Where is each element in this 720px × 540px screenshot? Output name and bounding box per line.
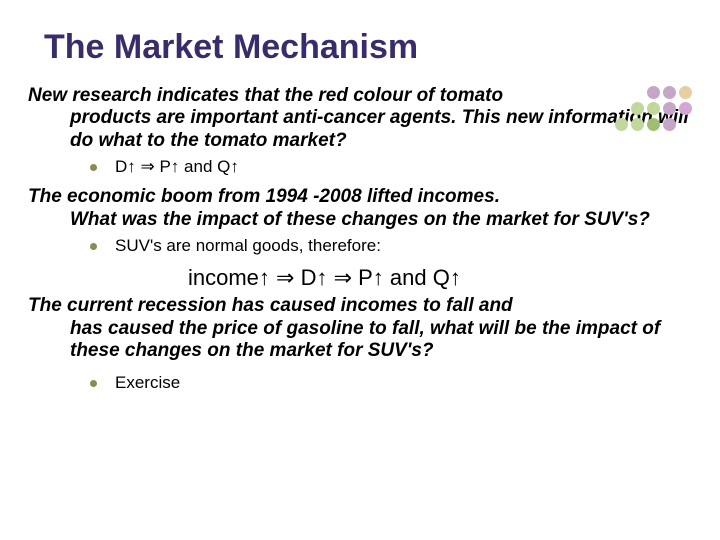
slide-title: The Market Mechanism [0,0,720,85]
q3-line1: The current recession has caused incomes… [28,295,513,316]
q2-answer: income↑ ⇒ D↑ ⇒ P↑ and Q↑ [28,265,692,291]
q3-rest: has caused the price of gasoline to fall… [28,318,692,363]
question-1: New research indicates that the red colo… [28,85,692,152]
q1-line1: New research indicates that the red colo… [28,85,503,106]
bullet-icon [90,243,97,250]
q2-rest: What was the impact of these changes on … [28,209,692,231]
decoration-dots [615,86,692,131]
bullet-icon [90,380,97,387]
question-2: The economic boom from 1994 -2008 lifted… [28,186,692,231]
bullet-icon [90,164,97,171]
q3-bullet-row: Exercise [28,372,692,394]
q1-rest: products are important anti-cancer agent… [28,107,692,152]
q2-bullet: SUV's are normal goods, therefore: [115,235,381,257]
q1-answer: D↑ ⇒ P↑ and Q↑ [115,156,239,178]
q2-bullet-row: SUV's are normal goods, therefore: [28,235,692,257]
q1-answer-row: D↑ ⇒ P↑ and Q↑ [28,156,692,178]
question-3: The current recession has caused incomes… [28,295,692,362]
q2-line1: The economic boom from 1994 -2008 lifted… [28,186,500,207]
q3-bullet: Exercise [115,372,180,394]
slide-body: New research indicates that the red colo… [0,85,720,395]
